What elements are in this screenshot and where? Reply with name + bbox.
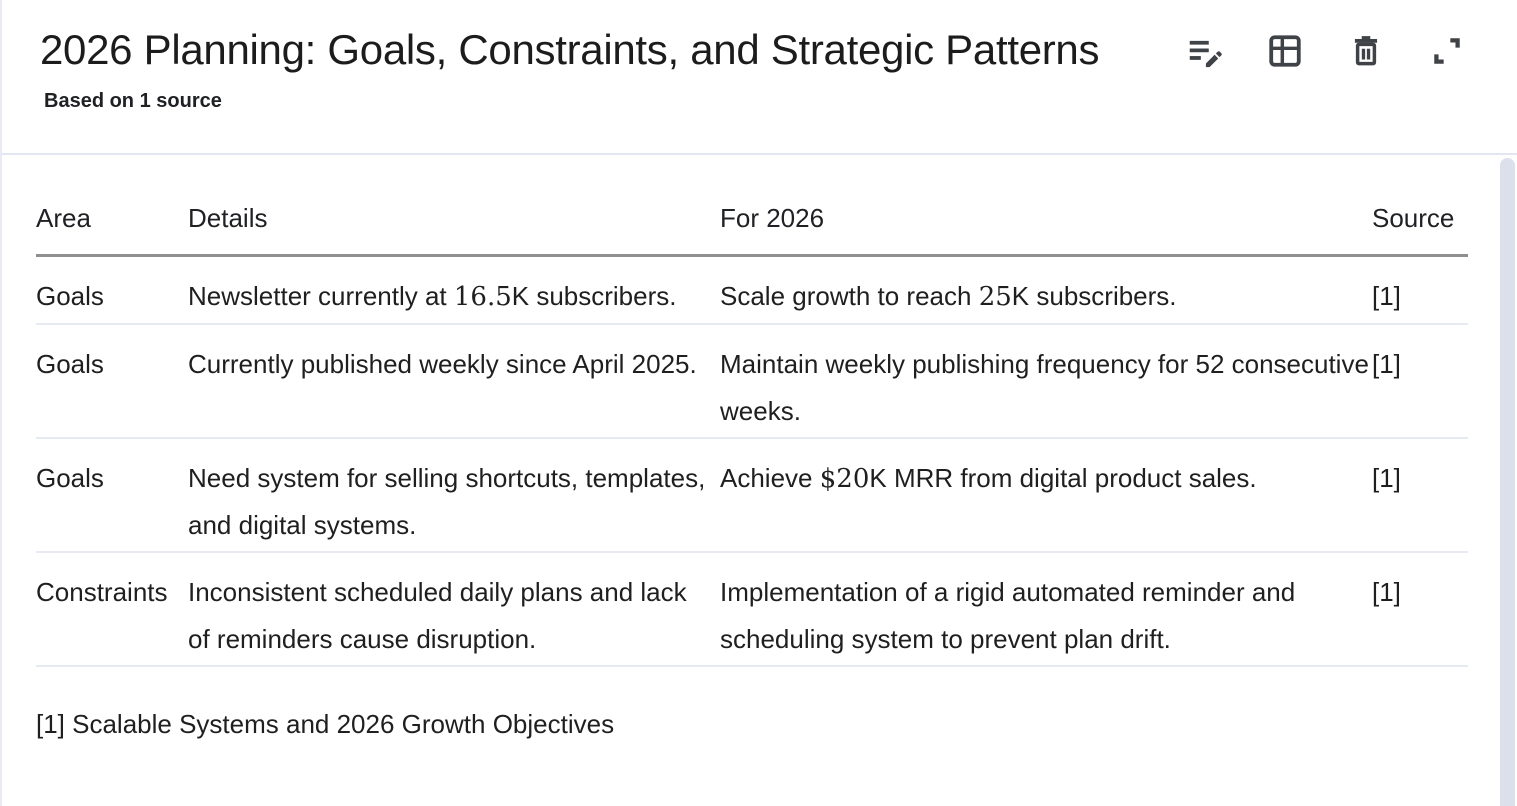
note-toolbar [1184,31,1467,71]
note-body: Area Details For 2026 Source Goals Newsle… [2,155,1517,740]
column-header-area: Area [36,155,188,257]
table-cell-area: Constraints [36,553,188,667]
table-cell-source: [1] [1372,257,1468,325]
table-cell-source: [1] [1372,553,1468,667]
table-icon [1269,35,1301,67]
table-cell-area: Goals [36,325,188,439]
table-cell-source: [1] [1372,439,1468,553]
source-footnote: [1] Scalable Systems and 2026 Growth Obj… [36,709,615,739]
edit-button[interactable] [1184,31,1224,71]
table-cell-details: Inconsistent scheduled daily plans and l… [188,553,720,667]
table-cell-for-2026: Scale growth to reach 25K subscribers. [720,257,1372,325]
table-cell-for-2026: Implementation of a rigid automated remi… [720,553,1372,667]
table-cell-area: Goals [36,439,188,553]
source-count: Based on 1 source [44,90,222,112]
column-header-for-2026: For 2026 [720,155,1372,257]
column-header-details: Details [188,155,720,257]
expand-icon [1434,38,1460,64]
edit-note-icon [1189,40,1222,68]
table-cell-details: Need system for selling shortcuts, templ… [188,439,720,553]
delete-button[interactable] [1346,31,1386,71]
table-cell-details: Newsletter currently at 16.5K subscriber… [188,257,720,325]
expand-button[interactable] [1427,31,1467,71]
page-title: 2026 Planning: Goals, Constraints, and S… [40,26,1100,73]
planning-table: Area Details For 2026 Source Goals Newsle… [36,155,1468,667]
table-cell-area: Goals [36,257,188,325]
table-button[interactable] [1265,31,1305,71]
column-header-source: Source [1372,155,1468,257]
scrollbar-thumb[interactable] [1500,158,1515,806]
table-cell-source: [1] [1372,325,1468,439]
table-cell-for-2026: Achieve $20K MRR from digital product sa… [720,439,1372,553]
table-cell-for-2026: Maintain weekly publishing frequency for… [720,325,1372,439]
trash-icon [1354,36,1378,66]
note-header: 2026 Planning: Goals, Constraints, and S… [2,0,1517,155]
table-cell-details: Currently published weekly since April 2… [188,325,720,439]
